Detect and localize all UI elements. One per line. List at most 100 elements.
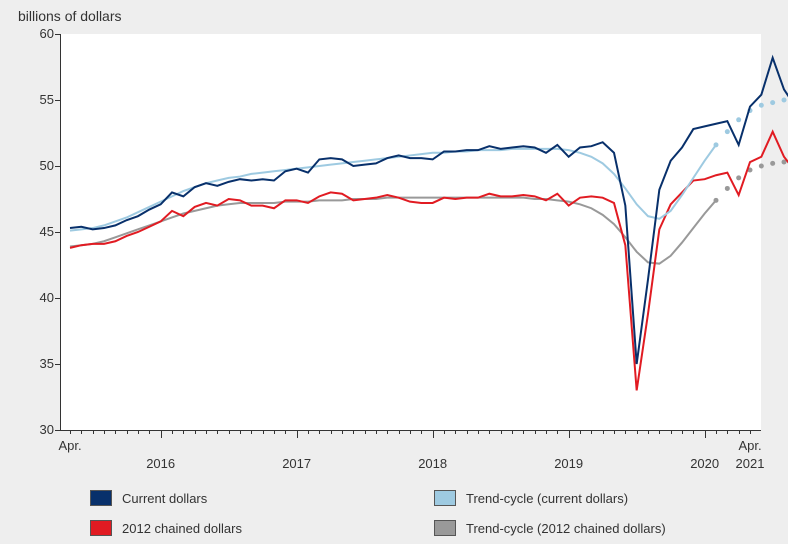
y-tick-label: 40 (24, 290, 54, 305)
x-tick-mark (93, 430, 94, 434)
x-tick-mark (319, 430, 320, 434)
x-tick-mark (229, 430, 230, 434)
x-tick-mark (546, 430, 547, 434)
x-tick-mark (478, 430, 479, 434)
y-tick-label: 35 (24, 356, 54, 371)
y-tick-mark (55, 298, 60, 299)
x-major-tick-label: 2018 (418, 456, 447, 471)
x-tick-mark (444, 430, 445, 434)
legend-item: Trend-cycle (current dollars) (434, 490, 758, 506)
x-tick-mark (399, 430, 400, 434)
series-dot (770, 161, 775, 166)
x-tick-mark (467, 430, 468, 434)
y-tick-mark (55, 100, 60, 101)
y-tick-mark (55, 232, 60, 233)
series-line (70, 132, 788, 391)
x-tick-mark (127, 430, 128, 434)
x-tick-mark (217, 430, 218, 434)
x-minor-tick-label: Apr. (58, 438, 81, 453)
y-tick-mark (55, 364, 60, 365)
series-dot (714, 142, 719, 147)
x-tick-mark (342, 430, 343, 434)
chart-lines (0, 0, 788, 544)
x-tick-mark (659, 430, 660, 434)
x-tick-mark (580, 430, 581, 434)
series-dot (725, 186, 730, 191)
legend-item: 2012 chained dollars (90, 520, 414, 536)
legend-swatch (434, 490, 456, 506)
series-dot (759, 103, 764, 108)
x-major-tick-label: 2021 (736, 456, 765, 471)
y-tick-label: 45 (24, 224, 54, 239)
x-tick-mark (455, 430, 456, 434)
y-tick-mark (55, 166, 60, 167)
y-tick-label: 50 (24, 158, 54, 173)
x-tick-mark (365, 430, 366, 434)
legend-label: Current dollars (122, 491, 207, 506)
series-dot (759, 164, 764, 169)
x-tick-mark (750, 430, 751, 434)
x-major-tick-label: 2019 (554, 456, 583, 471)
legend-swatch (434, 520, 456, 536)
x-tick-mark (591, 430, 592, 434)
x-tick-mark (206, 430, 207, 434)
series-dot (736, 117, 741, 122)
series-line (70, 58, 788, 364)
x-tick-mark (172, 430, 173, 434)
y-tick-mark (55, 430, 60, 431)
x-tick-mark (331, 430, 332, 434)
x-tick-mark (81, 430, 82, 434)
x-tick-mark (251, 430, 252, 434)
y-tick-label: 30 (24, 422, 54, 437)
chart-container: billions of dollars 30354045505560201620… (0, 0, 788, 544)
x-tick-mark (614, 430, 615, 434)
legend-label: Trend-cycle (current dollars) (466, 491, 628, 506)
x-major-tick-mark (433, 430, 434, 438)
x-tick-mark (138, 430, 139, 434)
x-major-tick-mark (705, 430, 706, 438)
x-tick-mark (285, 430, 286, 434)
x-tick-mark (512, 430, 513, 434)
x-tick-mark (149, 430, 150, 434)
legend-swatch (90, 520, 112, 536)
legend-swatch (90, 490, 112, 506)
series-dot (725, 129, 730, 134)
x-tick-mark (376, 430, 377, 434)
legend-item: Current dollars (90, 490, 414, 506)
x-major-tick-mark (297, 430, 298, 438)
series-line (70, 198, 716, 264)
x-tick-mark (195, 430, 196, 434)
x-tick-mark (501, 430, 502, 434)
legend-item: Trend-cycle (2012 chained dollars) (434, 520, 758, 536)
x-major-tick-mark (569, 430, 570, 438)
x-tick-mark (557, 430, 558, 434)
x-tick-mark (489, 430, 490, 434)
x-tick-mark (739, 430, 740, 434)
x-tick-mark (637, 430, 638, 434)
x-tick-mark (648, 430, 649, 434)
x-minor-tick-label: Apr. (738, 438, 761, 453)
x-tick-mark (308, 430, 309, 434)
x-tick-mark (625, 430, 626, 434)
x-tick-mark (274, 430, 275, 434)
x-major-tick-label: 2017 (282, 456, 311, 471)
y-tick-mark (55, 34, 60, 35)
x-tick-mark (115, 430, 116, 434)
x-tick-mark (693, 430, 694, 434)
series-dot (736, 175, 741, 180)
series-dot (714, 198, 719, 203)
y-tick-label: 55 (24, 92, 54, 107)
x-tick-mark (671, 430, 672, 434)
x-tick-mark (727, 430, 728, 434)
x-tick-mark (183, 430, 184, 434)
x-tick-mark (535, 430, 536, 434)
x-major-tick-label: 2016 (146, 456, 175, 471)
legend-label: 2012 chained dollars (122, 521, 242, 536)
series-dot (770, 100, 775, 105)
legend-label: Trend-cycle (2012 chained dollars) (466, 521, 666, 536)
x-tick-mark (263, 430, 264, 434)
x-tick-mark (523, 430, 524, 434)
y-tick-label: 60 (24, 26, 54, 41)
series-dot (782, 98, 787, 103)
x-tick-mark (410, 430, 411, 434)
